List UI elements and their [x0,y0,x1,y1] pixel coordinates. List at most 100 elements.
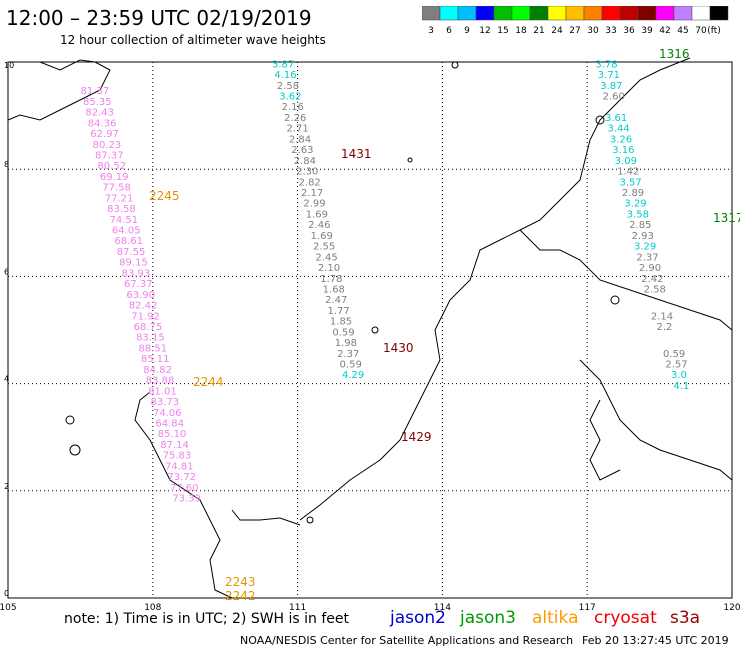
s3a-data-label: 3.29 [624,199,646,210]
s3a-data-label: 3.16 [612,145,634,156]
colorbar-label: 15 [497,26,508,36]
cryosat-data-label: 1.69 [306,209,328,220]
colorbar-legend: 3 6 9 12 15 18 21 24 27 30 33 36 39 42 45 70 (ft) [422,6,729,36]
colorbar-label: 27 [569,26,580,36]
altika-data-label: 84.36 [88,118,117,129]
island [371,326,379,334]
altika-data-label: 84.82 [143,365,172,376]
s3a-data-label: 3.61 [605,113,627,124]
cryosat-data-label: 2.71 [286,124,308,135]
pass-time-label: 1316 [659,47,690,61]
coastline [589,399,621,481]
y-tick-label: 10 [4,61,14,70]
s3a-data-label: 2.90 [639,263,661,274]
y-tick-label: 0 [4,589,9,598]
satellite-cryosat: cryosat [594,608,657,628]
y-tick-label: 2 [4,482,9,491]
cryosat-data-label: 2.46 [308,220,330,231]
timestamp-text: Feb 20 13:27:45 UTC 2019 [582,634,729,647]
pass-time-label: 2245 [149,189,180,203]
altika-data-label: 71.92 [131,311,160,322]
plot-frame [7,61,733,599]
island [69,444,81,456]
altika-data-label: 68.75 [134,322,163,333]
cryosat-data-label: 2.45 [315,252,337,263]
s3a-data-label: 1.42 [617,167,639,178]
altika-data-label: 74.06 [153,408,182,419]
altika-data-label: 88.51 [138,343,167,354]
x-tick-label: 108 [144,603,161,613]
x-tick-label: 105 [0,603,17,613]
pass-time-label: 1429 [401,430,432,444]
cryosat-data-label: 1.69 [311,231,333,242]
credit-text: NOAA/NESDIS Center for Satellite Applica… [240,634,574,647]
colorbar-label: 36 [623,26,635,36]
cryosat-data-label: 0.59 [340,360,362,371]
altika-data-label: 74.51 [110,215,139,226]
coastline [579,359,733,481]
pass-time-label: 2243 [225,575,256,589]
s3a-data-label: 2.57 [665,360,687,371]
altika-data-label: 83.88 [146,376,175,387]
altika-data-label: 83.93 [122,268,151,279]
altika-data-label: 85.35 [83,97,112,108]
s3a-data-label: 2.93 [632,231,654,242]
cryosat-data-label: 2.84 [294,156,316,167]
coastline [7,59,111,121]
satellite-altika: altika [532,608,579,628]
island [595,115,605,125]
data-layer: 81.3785.3582.4384.3662.9780.2387.3780.52… [81,59,690,504]
cryosat-data-label: 2.58 [277,81,299,92]
x-tick-label: 114 [434,603,451,613]
s3a-data-label: 3.71 [598,70,620,81]
altika-data-label: 64.05 [112,226,141,237]
colorbar-label: 42 [659,26,670,36]
cryosat-data-label: 2.55 [313,242,335,253]
s3a-data-label: 2.42 [641,274,663,285]
colorbar-label: 18 [515,26,527,36]
altika-data-label: 68.61 [114,236,143,247]
altika-data-label: 89.15 [119,258,148,269]
x-tick-label: 117 [579,603,596,613]
altika-data-label: 77.58 [102,183,131,194]
pass-time-label: 1430 [383,341,414,355]
s3a-data-label: 0.59 [663,349,685,360]
island [306,516,314,524]
cryosat-data-label: 4.16 [274,70,296,81]
colorbar-label: 33 [605,26,616,36]
colorbar-label: 45 [677,26,688,36]
colorbar-label: 24 [551,26,563,36]
s3a-data-label: 2.2 [656,322,672,333]
island [451,61,459,69]
coastline-layer [7,57,733,599]
colorbar-label: 3 [428,26,434,36]
coastline [231,509,301,526]
cryosat-data-label: 2.37 [337,349,359,360]
cryosat-data-label: 2.10 [318,263,340,274]
colorbar-label: 6 [446,26,452,36]
s3a-data-label: 3.29 [634,242,656,253]
pass-time-label: 2244 [193,375,224,389]
altika-data-label: 81.01 [148,386,177,397]
y-tick-label: 6 [4,267,9,276]
altika-data-label: 87.37 [95,150,124,161]
colorbar-label: 9 [464,26,470,36]
s3a-data-label: 3.78 [595,59,617,70]
cryosat-data-label: 3.62 [279,92,301,103]
cryosat-data-label: 4.29 [342,370,364,381]
s3a-data-label: 3.58 [627,209,649,220]
s3a-data-label: 3.26 [610,134,632,145]
altika-data-label: 63.90 [126,290,155,301]
cryosat-data-label: 1.68 [323,284,345,295]
colorbar-label: 39 [641,26,653,36]
coastline [134,391,233,599]
altika-data-label: 83.58 [107,204,136,215]
satellite-s3a: s3a [670,608,701,628]
altika-data-label: 87.55 [117,247,146,258]
x-tick-label: 120 [723,603,740,613]
cryosat-data-label: 1.77 [327,306,349,317]
s3a-data-label: 3.09 [615,156,637,167]
altika-data-label: 73.39 [172,494,201,505]
